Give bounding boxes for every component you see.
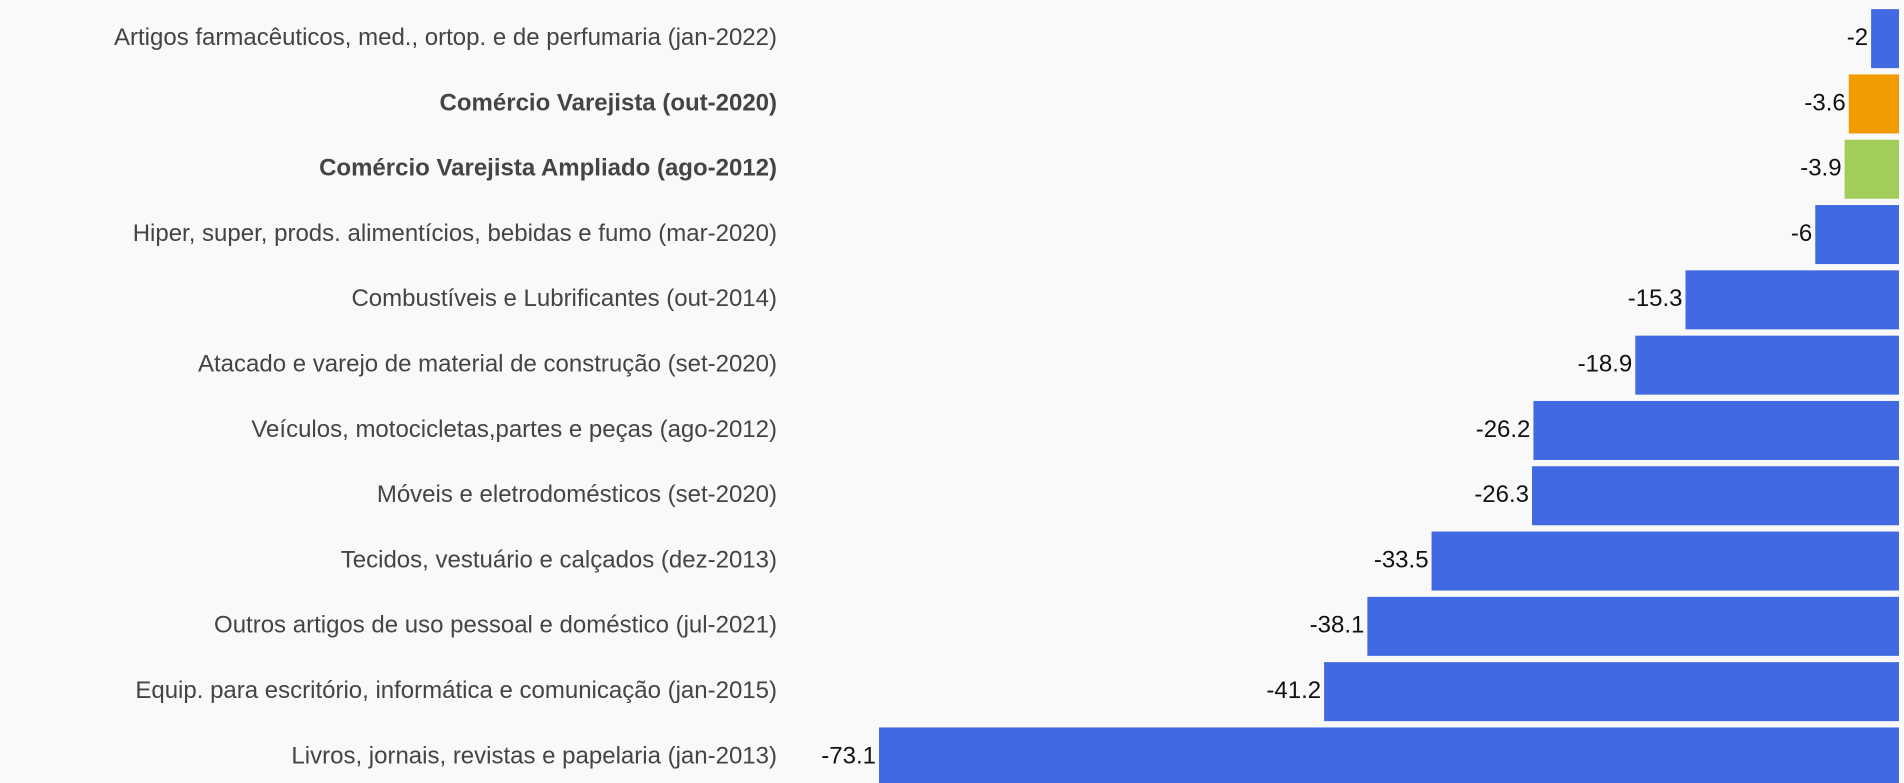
bar <box>1533 400 1899 460</box>
value-label: -73.1 <box>821 742 876 769</box>
bar <box>1431 531 1899 591</box>
value-label: -26.2 <box>1476 416 1531 443</box>
category-label: Combustíveis e Lubrificantes (out-2014) <box>351 285 777 312</box>
category-label: Tecidos, vestuário e calçados (dez-2013) <box>341 546 777 573</box>
value-label: -3.9 <box>1800 155 1841 182</box>
bar <box>1844 139 1899 199</box>
value-label: -18.9 <box>1578 350 1633 377</box>
category-label: Equip. para escritório, informática e co… <box>135 677 777 704</box>
value-label: -15.3 <box>1628 285 1683 312</box>
value-label: -2 <box>1847 24 1868 51</box>
bar <box>1871 9 1899 69</box>
category-label: Atacado e varejo de material de construç… <box>198 350 777 377</box>
category-label: Livros, jornais, revistas e papelaria (j… <box>291 742 777 769</box>
value-label: -26.3 <box>1474 481 1529 508</box>
value-label: -33.5 <box>1374 546 1429 573</box>
bar <box>879 727 1899 783</box>
value-label: -41.2 <box>1266 677 1321 704</box>
bar <box>1815 205 1899 265</box>
category-label: Hiper, super, prods. alimentícios, bebid… <box>133 220 777 247</box>
category-label: Móveis e eletrodomésticos (set-2020) <box>377 481 777 508</box>
category-label: Outros artigos de uso pessoal e doméstic… <box>214 612 777 639</box>
category-label: Comércio Varejista (out-2020) <box>440 89 777 116</box>
bar <box>1367 596 1899 656</box>
category-label: Artigos farmacêuticos, med., ortop. e de… <box>114 24 777 51</box>
bar <box>1848 74 1899 134</box>
value-label: -38.1 <box>1310 612 1365 639</box>
category-label: Veículos, motocicletas,partes e peças (a… <box>251 416 777 443</box>
category-label: Comércio Varejista Ampliado (ago-2012) <box>319 155 777 182</box>
bar <box>1685 270 1899 330</box>
bar <box>1635 335 1899 395</box>
bar <box>1324 662 1899 722</box>
value-label: -3.6 <box>1804 89 1845 116</box>
value-label: -6 <box>1791 220 1812 247</box>
bar <box>1532 466 1899 526</box>
